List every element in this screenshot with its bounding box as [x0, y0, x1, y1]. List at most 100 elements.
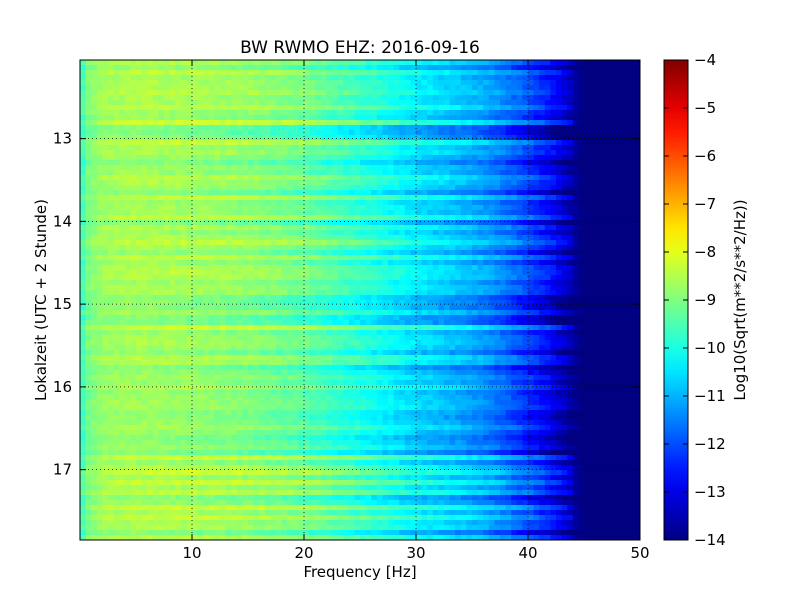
heatmap-cell [236, 220, 243, 226]
heatmap-cell [466, 230, 473, 236]
heatmap-cell [180, 160, 187, 166]
heatmap-cell [270, 80, 277, 86]
heatmap-cell [354, 230, 361, 236]
heatmap-cell [567, 285, 574, 291]
heatmap-cell [584, 220, 591, 226]
heatmap-cell [337, 230, 344, 236]
heatmap-cell [113, 60, 120, 66]
heatmap-cell [634, 95, 640, 101]
heatmap-cell [544, 115, 551, 121]
heatmap-cell [253, 165, 260, 171]
heatmap-cell [533, 75, 540, 81]
heatmap-cell [192, 65, 199, 71]
heatmap-cell [477, 155, 484, 161]
heatmap-cell [634, 125, 640, 131]
heatmap-cell [214, 160, 221, 166]
heatmap-cell [136, 230, 143, 236]
heatmap-cell [561, 290, 568, 296]
heatmap-cell [203, 75, 210, 81]
heatmap-cell [225, 120, 232, 126]
heatmap-cell [550, 60, 557, 66]
heatmap-cell [164, 115, 171, 121]
heatmap-cell [85, 245, 92, 251]
heatmap-cell [192, 120, 199, 126]
heatmap-cell [388, 140, 395, 146]
heatmap-cell [124, 170, 131, 176]
heatmap-cell [276, 215, 283, 221]
heatmap-cell [606, 160, 613, 166]
heatmap-cell [556, 65, 563, 71]
heatmap-cell [242, 150, 249, 156]
heatmap-cell [119, 195, 126, 201]
heatmap-cell [354, 185, 361, 191]
heatmap-cell [281, 60, 288, 66]
heatmap-cell [360, 280, 367, 286]
heatmap-cell [589, 260, 596, 266]
heatmap-cell [186, 300, 193, 306]
heatmap-cell [96, 180, 103, 186]
heatmap-cell [589, 230, 596, 236]
heatmap-cell [416, 255, 423, 261]
heatmap-cell [488, 150, 495, 156]
heatmap-cell [337, 200, 344, 206]
heatmap-cell [388, 240, 395, 246]
heatmap-cell [544, 120, 551, 126]
heatmap-cell [494, 120, 501, 126]
heatmap-cell [421, 275, 428, 281]
heatmap-cell [472, 255, 479, 261]
heatmap-cell [477, 75, 484, 81]
heatmap-cell [186, 255, 193, 261]
heatmap-cell [360, 180, 367, 186]
heatmap-cell [612, 280, 619, 286]
heatmap-cell [511, 150, 518, 156]
heatmap-cell [85, 155, 92, 161]
heatmap-cell [119, 220, 126, 226]
heatmap-cell [488, 75, 495, 81]
heatmap-cell [483, 180, 490, 186]
heatmap-cell [488, 60, 495, 66]
heatmap-cell [130, 120, 137, 126]
heatmap-cell [248, 85, 255, 91]
heatmap-cell [147, 155, 154, 161]
heatmap-cell [449, 145, 456, 151]
heatmap-cell [130, 170, 137, 176]
heatmap-cell [124, 225, 131, 231]
heatmap-cell [623, 275, 630, 281]
heatmap-cell [399, 95, 406, 101]
heatmap-cell [388, 280, 395, 286]
heatmap-cell [236, 75, 243, 81]
chart-title: BW RWMO EHZ: 2016-09-16 [240, 38, 480, 58]
heatmap-cell [449, 210, 456, 216]
heatmap-cell [85, 110, 92, 116]
heatmap-cell [444, 205, 451, 211]
heatmap-cell [477, 115, 484, 121]
heatmap-cell [595, 265, 602, 271]
heatmap-cell [158, 285, 165, 291]
heatmap-cell [617, 250, 624, 256]
heatmap-cell [337, 130, 344, 136]
heatmap-cell [393, 140, 400, 146]
heatmap-cell [337, 65, 344, 71]
heatmap-cell [511, 175, 518, 181]
heatmap-cell [287, 295, 294, 301]
heatmap-cell [595, 175, 602, 181]
heatmap-cell [85, 250, 92, 256]
heatmap-cell [410, 90, 417, 96]
heatmap-cell [231, 300, 238, 306]
heatmap-cell [477, 100, 484, 106]
heatmap-cell [567, 260, 574, 266]
heatmap-cell [528, 290, 535, 296]
heatmap-cell [438, 140, 445, 146]
heatmap-cell [158, 85, 165, 91]
heatmap-cell [147, 305, 154, 311]
heatmap-cell [164, 215, 171, 221]
heatmap-cell [628, 255, 635, 261]
heatmap-cell [192, 80, 199, 86]
heatmap-cell [488, 205, 495, 211]
heatmap-cell [113, 255, 120, 261]
heatmap-cell [270, 145, 277, 151]
heatmap-cell [606, 180, 613, 186]
heatmap-cell [388, 65, 395, 71]
heatmap-cell [438, 65, 445, 71]
heatmap-cell [544, 290, 551, 296]
